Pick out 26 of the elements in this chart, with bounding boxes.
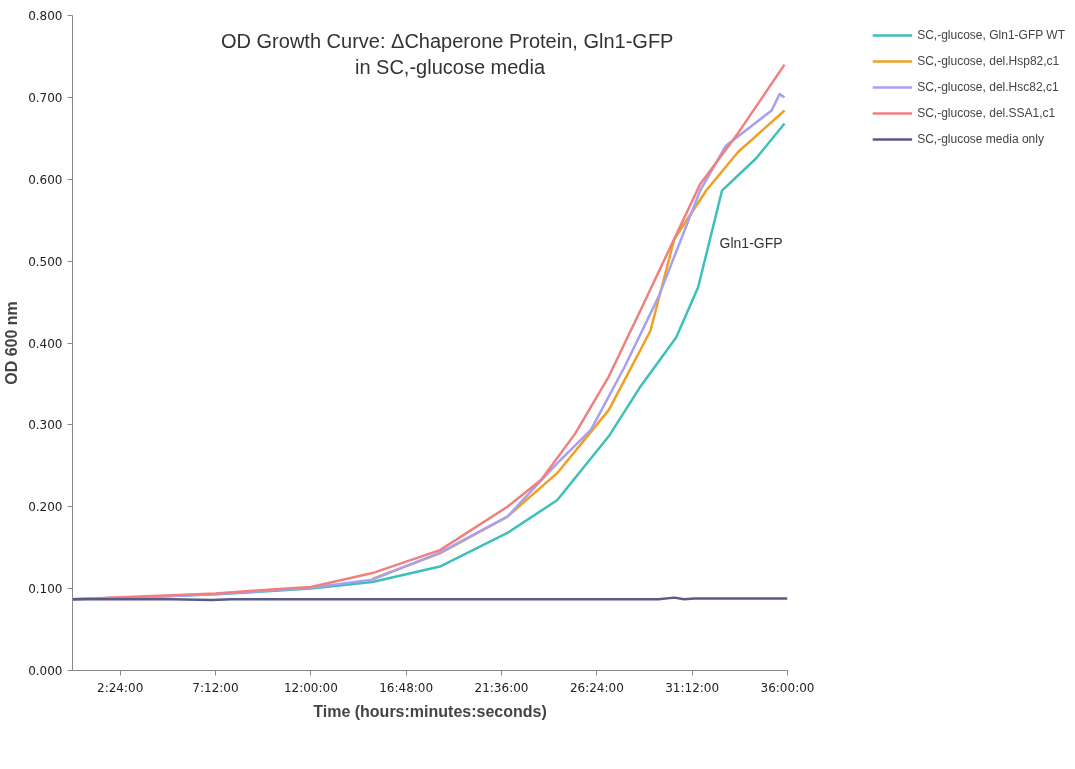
x-tick-label: 7:12:00 bbox=[192, 680, 239, 695]
x-tick-label: 2:24:00 bbox=[97, 680, 144, 695]
y-axis-title: OD 600 nm bbox=[3, 301, 21, 385]
x-tick-label: 36:00:00 bbox=[760, 680, 815, 695]
y-tick-label: 0.100 bbox=[28, 582, 63, 597]
y-tick-label: 0.800 bbox=[28, 9, 63, 23]
legend-label: SC,-glucose media only bbox=[917, 132, 1044, 146]
x-tick-label: 12:00:00 bbox=[283, 680, 338, 695]
legend-label: SC,-glucose, Gln1-GFP WT bbox=[917, 28, 1065, 42]
x-tick-label: 31:12:00 bbox=[665, 680, 720, 695]
legend-label: SC,-glucose, del.Hsp82,c1 bbox=[917, 54, 1060, 68]
y-tick-label: 0.700 bbox=[28, 90, 63, 105]
annotation: Gln1-GFP bbox=[719, 235, 783, 252]
legend-label: SC,-glucose, del.Hsc82,c1 bbox=[917, 80, 1059, 94]
text: OD Growth Curve: ΔChaperone Protein, Gln1-GFP in SC,-glucose media bbox=[221, 29, 674, 78]
x-tick-label: 21:36:00 bbox=[474, 680, 529, 695]
y-tick-label: 0.000 bbox=[28, 664, 63, 678]
legend-label: SC,-glucose, del.SSA1,c1 bbox=[917, 106, 1056, 120]
x-tick-label: 26:24:00 bbox=[569, 680, 624, 695]
y-tick-label: 0.300 bbox=[28, 418, 63, 433]
y-tick-label: 0.500 bbox=[28, 254, 63, 269]
y-tick-label: 0.400 bbox=[28, 336, 63, 351]
y-tick-label: 0.200 bbox=[28, 500, 63, 515]
y-tick-label: 0.600 bbox=[28, 172, 63, 187]
x-axis-title: Time (hours:minutes:seconds) bbox=[313, 702, 547, 720]
x-tick-label: 16:48:00 bbox=[379, 680, 434, 695]
